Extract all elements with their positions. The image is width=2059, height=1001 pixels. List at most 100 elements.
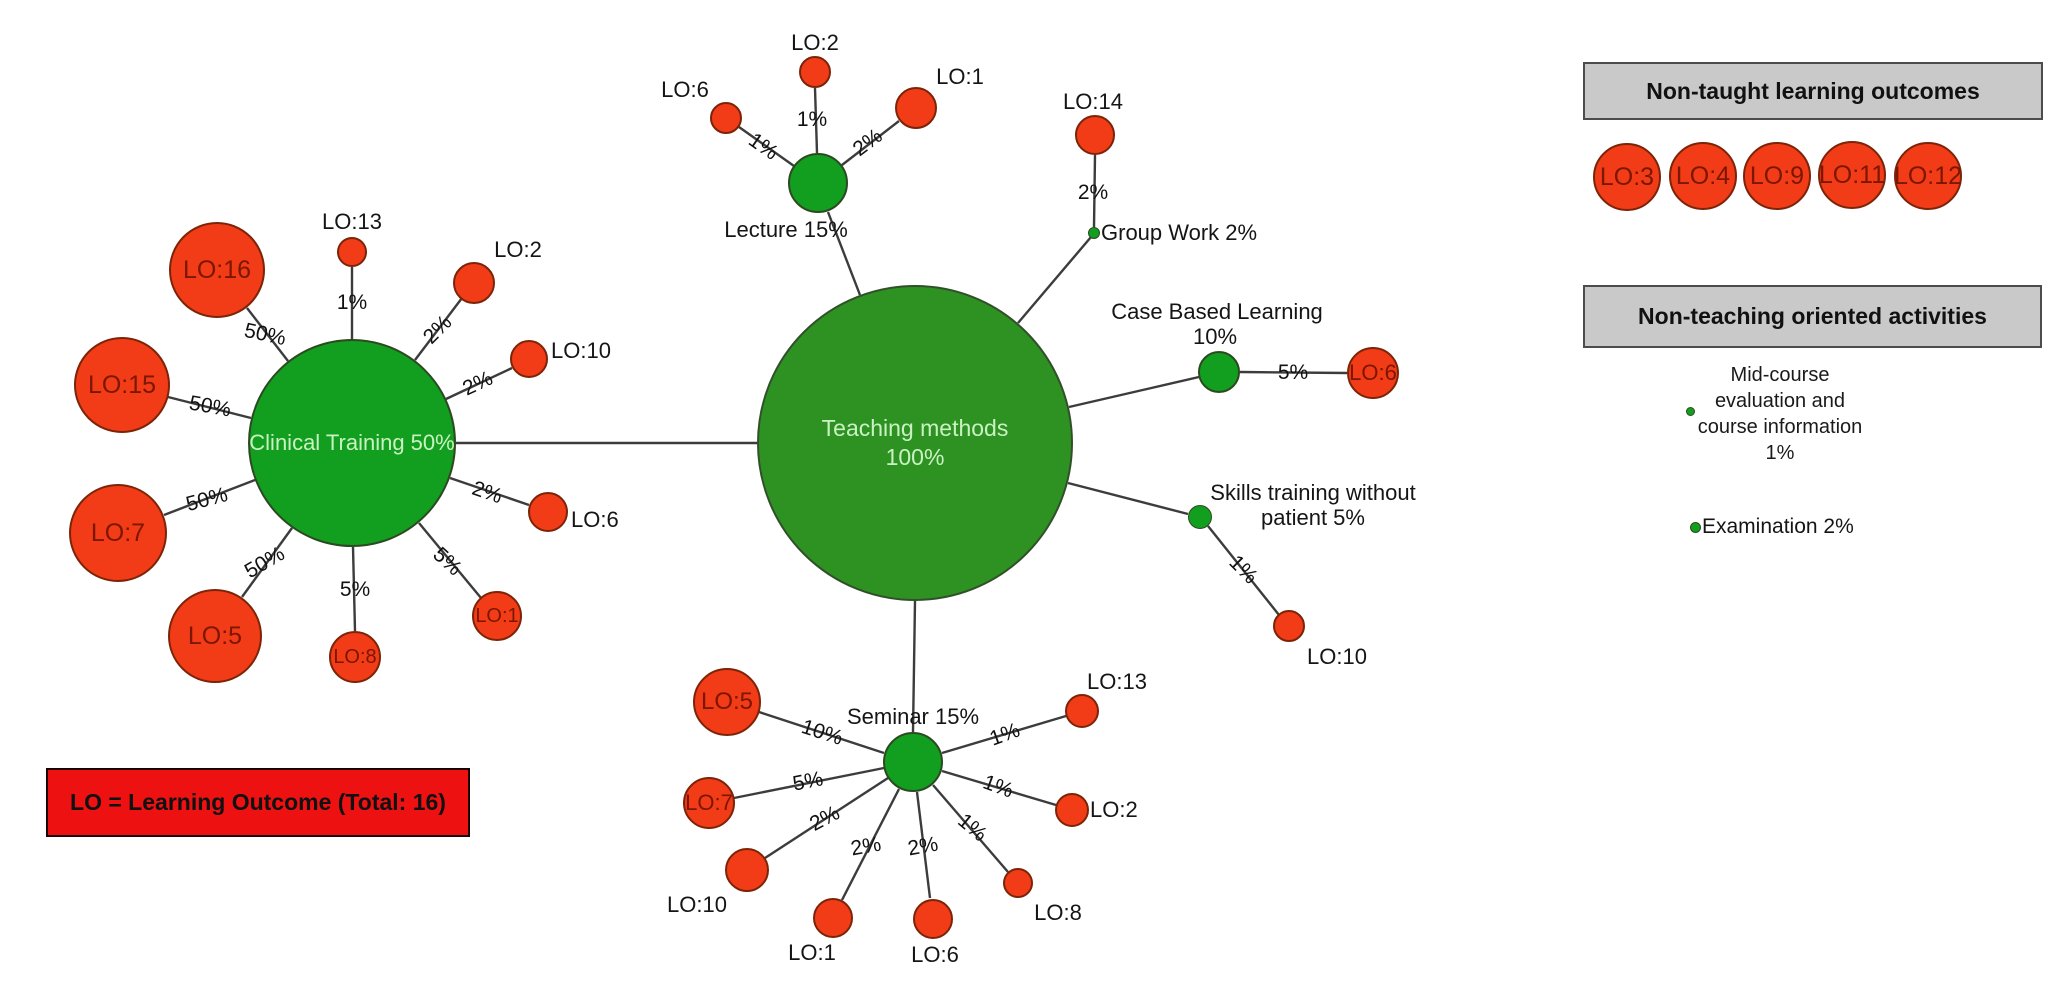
- lecture-lo2-label: LO:2: [791, 30, 839, 55]
- seminar-node: [883, 732, 943, 792]
- non-taught-lo9-node: LO:9: [1743, 142, 1811, 210]
- clinical-lo16-node: LO:16: [169, 222, 265, 318]
- connector-clinical-lo6: [449, 476, 530, 507]
- seminar-lo5-node: LO:5: [693, 668, 761, 736]
- skills-training-node: [1188, 505, 1212, 529]
- connector-seminar-lo2: [941, 769, 1057, 807]
- clinical-lo15-label: LO:15: [87, 370, 157, 399]
- connector-clinical-lo2: [414, 297, 463, 361]
- case-based-label-line2: 10%: [1192, 324, 1238, 349]
- clinical-lo7-node: LO:7: [69, 484, 167, 582]
- connector-lecture-lo2: [813, 87, 819, 154]
- connector-clinical-lo7: [163, 478, 256, 517]
- connector-teaching-groupwork: [1017, 236, 1092, 324]
- lecture-lo1-node: [895, 87, 937, 129]
- skills-training-label-line1: Skills training without: [1210, 480, 1416, 505]
- clinical-lo6-label: LO:6: [571, 507, 619, 532]
- non-taught-lo11-label: LO:11: [1818, 160, 1886, 189]
- connector-clinical-lo16: [246, 307, 289, 362]
- non-taught-lo4-node: LO:4: [1669, 142, 1737, 210]
- seminar-lo13-node: [1065, 694, 1099, 728]
- case-based-lo6-label: LO:6: [1349, 360, 1397, 385]
- group-work-lo14-node: [1075, 115, 1115, 155]
- connector-teaching-lecture: [826, 211, 862, 296]
- clinical-lo6-node: [528, 492, 568, 532]
- seminar-lo7-node: LO:7: [683, 777, 735, 829]
- clinical-lo2-node: [453, 262, 495, 304]
- clinical-training-node: Clinical Training 50%: [248, 339, 456, 547]
- connector-teaching-skills: [1067, 481, 1189, 516]
- lecture-lo1-label: LO:1: [936, 64, 984, 89]
- skills-training-label-line2: patient 5%: [1261, 505, 1365, 530]
- lecture-lo6-label: LO:6: [661, 77, 709, 102]
- legend-text: LO = Learning Outcome (Total: 16): [70, 789, 446, 815]
- lecture-lo2-node: [799, 56, 831, 88]
- connector-teaching-casebased: [1068, 375, 1200, 409]
- connector-seminar-lo8: [932, 784, 1009, 873]
- skills-lo10-label: LO:10: [1307, 644, 1367, 669]
- clinical-lo8-pct: 5%: [339, 578, 371, 601]
- seminar-lo13-label: LO:13: [1087, 669, 1147, 694]
- clinical-lo7-label: LO:7: [90, 518, 146, 547]
- connector-seminar-lo7: [733, 766, 885, 800]
- lecture-label: Lecture 15%: [724, 217, 848, 242]
- legend-box: LO = Learning Outcome (Total: 16): [46, 768, 470, 837]
- clinical-lo15-node: LO:15: [74, 337, 170, 433]
- clinical-lo10-node: [510, 340, 548, 378]
- connector-seminar-lo1: [840, 788, 901, 901]
- seminar-lo2-node: [1055, 793, 1089, 827]
- connector-lecture-lo1: [841, 120, 900, 166]
- seminar-lo1-node: [813, 898, 853, 938]
- connector-lecture-lo6: [738, 126, 795, 167]
- connector-seminar-lo13: [941, 714, 1067, 755]
- lecture-lo6-node: [710, 102, 742, 134]
- non-taught-lo3-label: LO:3: [1599, 162, 1655, 191]
- mid-course-line2: evaluation and: [1714, 390, 1846, 412]
- non-teaching-title: Non-teaching oriented activities: [1638, 303, 1987, 329]
- mid-course-line3: course information: [1697, 416, 1863, 438]
- case-based-lo6-pct: 5%: [1277, 361, 1309, 384]
- teaching-methods-label: Teaching methods 100%: [822, 414, 1009, 472]
- clinical-lo5-label: LO:5: [187, 621, 243, 650]
- clinical-lo8-label: LO:8: [333, 645, 377, 668]
- mid-course-label: Mid-course evaluation and course informa…: [1698, 362, 1863, 466]
- clinical-lo16-label: LO:16: [182, 255, 252, 284]
- mid-course-dot: [1686, 407, 1695, 416]
- examination-dot: [1690, 522, 1701, 533]
- non-taught-lo4-label: LO:4: [1675, 161, 1731, 190]
- non-taught-lo12-label: LO:12: [1893, 161, 1963, 190]
- connector-casebased-lo6: [1239, 370, 1348, 375]
- connector-groupwork-lo14: [1092, 154, 1097, 228]
- connector-teaching-seminar: [911, 600, 917, 733]
- non-taught-lo9-label: LO:9: [1749, 161, 1805, 190]
- connector-skills-lo10: [1207, 525, 1280, 616]
- seminar-lo2-label: LO:2: [1090, 797, 1138, 822]
- case-based-lo6-node: LO:6: [1347, 347, 1399, 399]
- clinical-lo13-label: LO:13: [322, 209, 382, 234]
- seminar-lo10-label: LO:10: [667, 892, 727, 917]
- lecture-lo2-pct: 1%: [796, 108, 828, 131]
- skills-lo10-node: [1273, 610, 1305, 642]
- seminar-lo6-node: [913, 899, 953, 939]
- group-work-lo14-pct: 2%: [1077, 181, 1109, 204]
- connector-seminar-lo10: [764, 776, 889, 860]
- teaching-methods-node: Teaching methods 100%: [757, 285, 1073, 601]
- non-taught-lo12-node: LO:12: [1894, 142, 1962, 210]
- group-work-lo14-label: LO:14: [1063, 89, 1123, 114]
- seminar-lo5-label: LO:5: [700, 688, 754, 715]
- case-based-node: [1198, 351, 1240, 393]
- connector-clinical-lo15: [167, 395, 252, 420]
- connector-clinical-lo8: [351, 546, 357, 632]
- seminar-lo7-label: LO:7: [685, 790, 733, 815]
- clinical-lo13-node: [337, 237, 367, 267]
- seminar-lo8-label: LO:8: [1034, 900, 1082, 925]
- examination-label: Examination 2%: [1702, 515, 1854, 538]
- seminar-label: Seminar 15%: [846, 704, 980, 729]
- group-work-label: Group Work 2%: [1101, 220, 1258, 245]
- connector-seminar-lo5: [758, 710, 885, 755]
- connector-clinical-lo5: [241, 527, 293, 598]
- connector-clinical-lo1: [418, 522, 482, 599]
- teaching-methods-label-line1: Teaching methods: [821, 415, 1009, 442]
- clinical-lo2-label: LO:2: [494, 237, 542, 262]
